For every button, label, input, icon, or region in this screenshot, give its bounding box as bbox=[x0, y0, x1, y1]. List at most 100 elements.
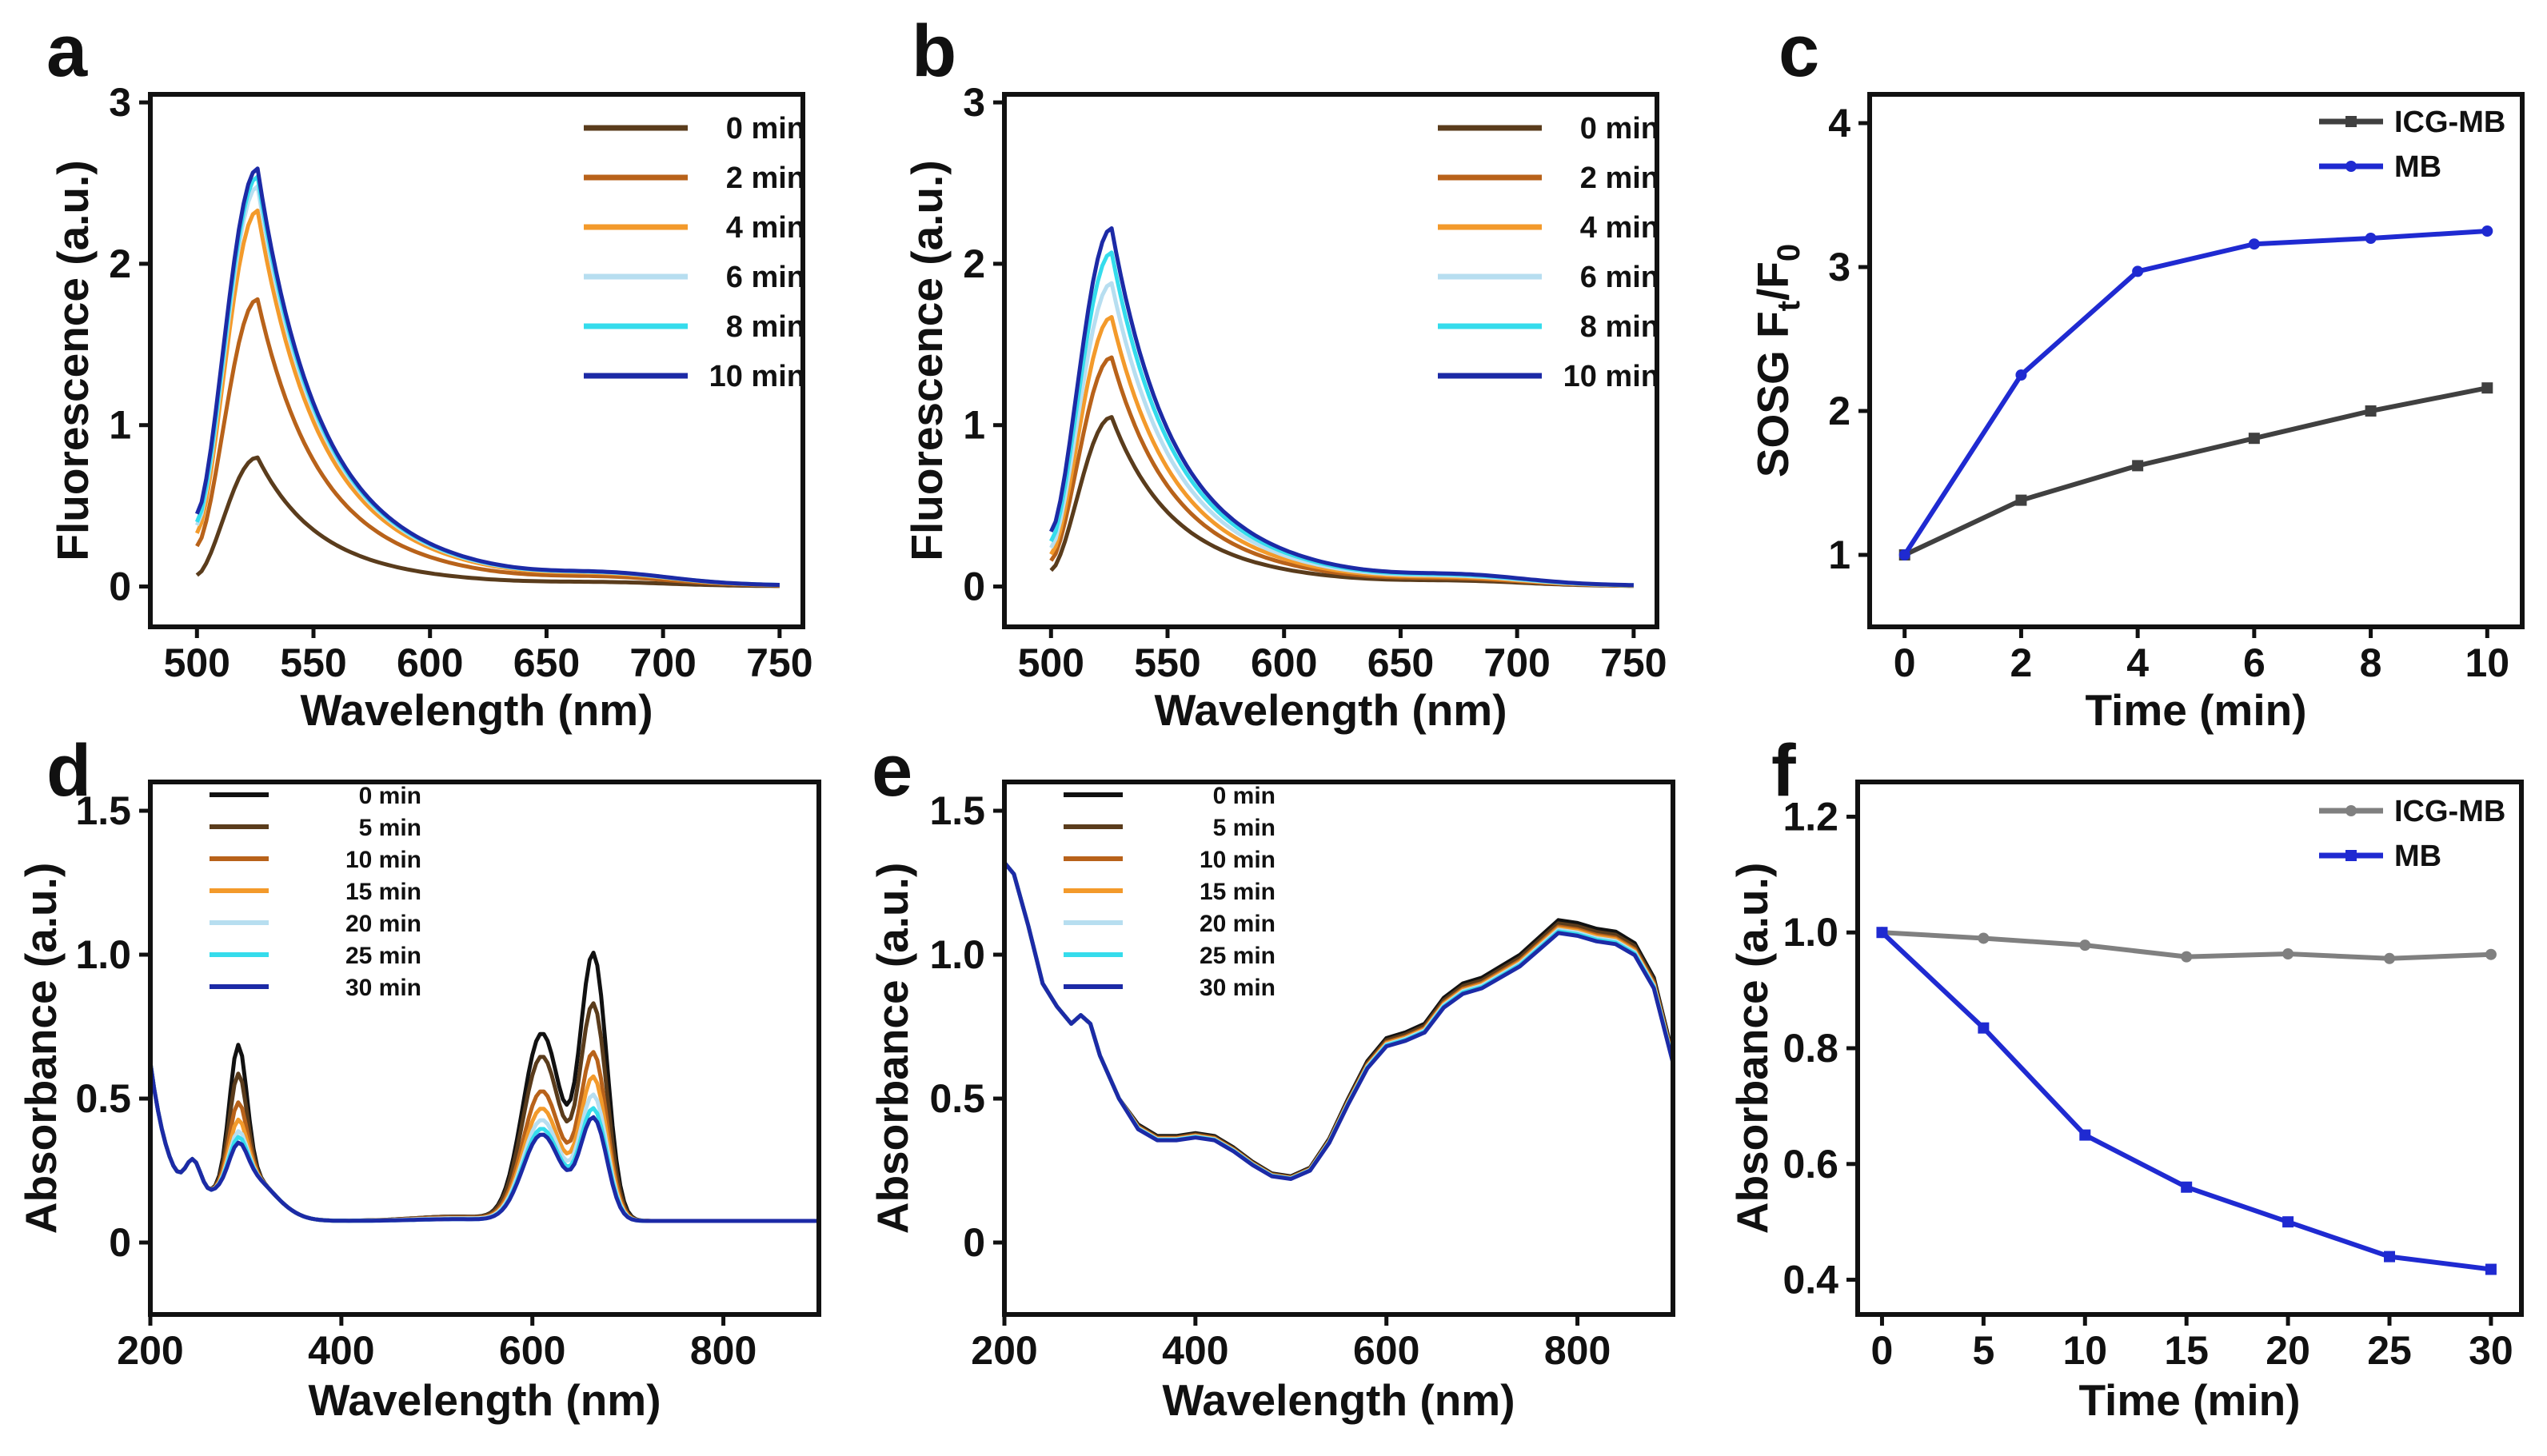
plot-frame bbox=[1002, 92, 1659, 629]
y-tick-label: 1 bbox=[1828, 533, 1850, 577]
data-point bbox=[2365, 233, 2377, 244]
data-point bbox=[2365, 405, 2377, 417]
legend-label: 25 min bbox=[345, 943, 421, 969]
x-tick-label: 600 bbox=[397, 640, 463, 685]
plot-frame bbox=[1867, 92, 2525, 629]
legend-label: ICG-MB bbox=[2394, 106, 2505, 139]
data-point bbox=[2181, 951, 2193, 963]
y-tick-label: 3 bbox=[963, 80, 985, 125]
legend-label: ICG-MB bbox=[2394, 795, 2505, 828]
x-tick-label: 200 bbox=[971, 1328, 1037, 1373]
x-tick-label: 2 bbox=[2010, 640, 2033, 685]
y-axis-title: Fluorescence (a.u.) bbox=[48, 160, 98, 560]
series-line bbox=[194, 166, 780, 587]
legend-label: 8 min bbox=[726, 310, 805, 344]
series-line bbox=[1004, 861, 1673, 1179]
series-line bbox=[150, 951, 819, 1223]
data-point bbox=[2015, 369, 2027, 381]
y-axis-title-main: SOSG F bbox=[1748, 311, 1798, 477]
y-axis-title-sub-t: t bbox=[1771, 301, 1806, 311]
panel-e: e 200 400 600 800 0 0.5 1.0 1.5 0 min 5 min 10 mi… bbox=[868, 730, 1675, 1425]
x-tick-label: 200 bbox=[117, 1328, 183, 1373]
data-point bbox=[2248, 433, 2260, 445]
x-axis-title: Time (min) bbox=[2085, 685, 2306, 735]
y-tick-label: 3 bbox=[109, 80, 131, 125]
y-axis-title: Absorbance (a.u.) bbox=[1727, 863, 1777, 1235]
legend-label: 30 min bbox=[345, 975, 421, 1001]
x-axis-title: Wavelength (nm) bbox=[300, 685, 653, 735]
x-tick-label: 650 bbox=[1367, 640, 1434, 685]
x-tick-label: 0 bbox=[1871, 1328, 1894, 1373]
y-tick-label: 0 bbox=[109, 1220, 131, 1265]
legend-marker bbox=[2345, 805, 2357, 816]
data-point bbox=[2079, 1129, 2091, 1141]
x-axis-title: Wavelength (nm) bbox=[1154, 685, 1507, 735]
x-tick-label: 10 bbox=[2062, 1328, 2107, 1373]
x-tick-label: 5 bbox=[1972, 1328, 1994, 1373]
data-point bbox=[1876, 927, 1888, 939]
legend-label: 6 min bbox=[1580, 261, 1659, 294]
x-tick-label: 800 bbox=[1544, 1328, 1611, 1373]
legend-label: 5 min bbox=[359, 815, 421, 841]
x-tick-label: 30 bbox=[2469, 1328, 2513, 1373]
series-line bbox=[1880, 931, 2492, 1272]
panel-letter-d: d bbox=[46, 730, 91, 812]
x-tick-label: 650 bbox=[513, 640, 580, 685]
data-point bbox=[2485, 1263, 2497, 1275]
legend-label: 10 min bbox=[1200, 847, 1275, 873]
x-tick-label: 400 bbox=[1162, 1328, 1228, 1373]
y-tick-label: 1 bbox=[963, 403, 985, 448]
legend-label: 30 min bbox=[1200, 975, 1275, 1001]
plot-frame bbox=[148, 92, 805, 629]
x-tick-label: 10 bbox=[2465, 640, 2509, 685]
series-line bbox=[1004, 861, 1673, 1180]
legend-label: 2 min bbox=[726, 162, 805, 195]
y-tick-label: 4 bbox=[1828, 101, 1850, 146]
plot-frame bbox=[1002, 780, 1675, 1317]
series-line bbox=[1004, 861, 1673, 1180]
x-tick-label: 4 bbox=[2126, 640, 2149, 685]
series-line bbox=[1004, 861, 1673, 1179]
x-tick-label: 700 bbox=[1483, 640, 1550, 685]
plot-area bbox=[1898, 225, 2493, 560]
x-tick-label: 6 bbox=[2243, 640, 2266, 685]
y-tick-label: 0.5 bbox=[75, 1076, 131, 1121]
x-tick-label: 25 bbox=[2367, 1328, 2412, 1373]
series-line bbox=[194, 184, 780, 588]
y-tick-label: 0.8 bbox=[1783, 1026, 1838, 1071]
series-line bbox=[194, 174, 780, 587]
series-line bbox=[1903, 385, 2488, 557]
legend-label: 0 min bbox=[359, 783, 421, 809]
legend-label: 5 min bbox=[1213, 815, 1275, 841]
x-tick-label: 15 bbox=[2164, 1328, 2209, 1373]
legend-marker bbox=[2345, 161, 2357, 172]
legend-label: 4 min bbox=[1580, 211, 1659, 245]
x-tick-label: 700 bbox=[629, 640, 696, 685]
legend-label: 0 min bbox=[1580, 112, 1659, 146]
data-point bbox=[2282, 948, 2294, 960]
data-point bbox=[2384, 1251, 2396, 1263]
panel-d: d 200 400 600 800 0 0.5 1.0 1.5 0 min 5 min 10 mi… bbox=[16, 730, 821, 1425]
data-point bbox=[2481, 225, 2493, 237]
series-line bbox=[1004, 861, 1673, 1181]
y-tick-label: 0 bbox=[963, 1220, 985, 1265]
y-tick-label: 2 bbox=[963, 241, 985, 286]
y-tick-label: 2 bbox=[1828, 389, 1850, 433]
series-line bbox=[1049, 415, 1634, 588]
data-point bbox=[2181, 1181, 2193, 1193]
legend-marker bbox=[2345, 116, 2357, 127]
x-tick-label: 500 bbox=[1018, 640, 1084, 685]
panel-letter-c: c bbox=[1779, 10, 1819, 92]
legend-label: MB bbox=[2394, 150, 2441, 184]
y-axis-title: Absorbance (a.u.) bbox=[868, 863, 917, 1235]
series-line bbox=[195, 455, 780, 588]
data-point bbox=[2485, 948, 2497, 960]
data-point bbox=[2248, 238, 2260, 250]
y-axis-title-mid: /F bbox=[1748, 261, 1798, 301]
panel-letter-f: f bbox=[1771, 730, 1796, 812]
data-point bbox=[2079, 939, 2091, 951]
panel-letter-b: b bbox=[912, 10, 956, 92]
series-line bbox=[1004, 861, 1673, 1181]
legend-label: 8 min bbox=[1580, 310, 1659, 344]
